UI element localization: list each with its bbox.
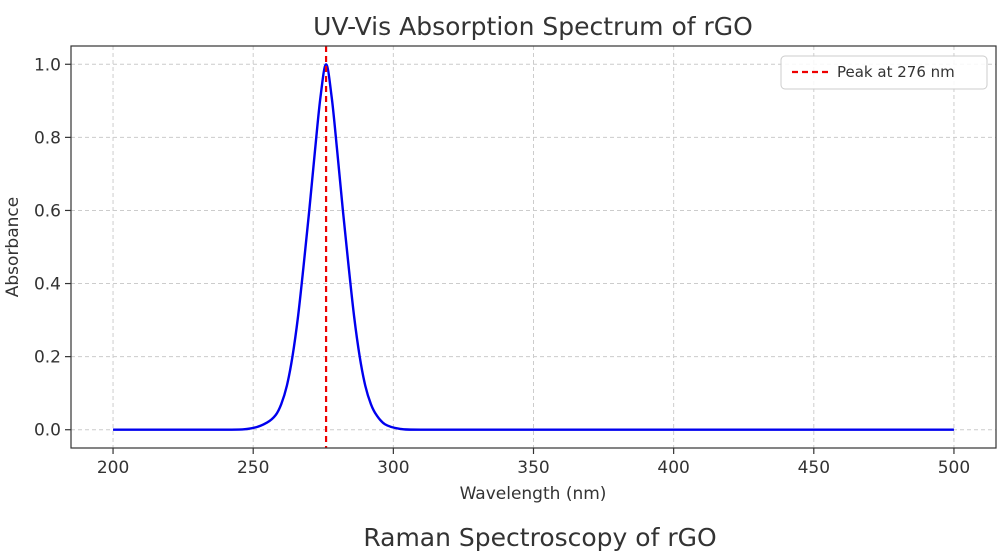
- legend-box: [780, 55, 988, 90]
- y-axis-label: Absorbance: [3, 197, 23, 297]
- y-tick-label: 0.4: [34, 275, 61, 295]
- y-tick-label: 1.0: [34, 55, 61, 75]
- absorbance-line: [113, 63, 954, 431]
- x-tick-label: 350: [517, 458, 549, 478]
- legend: Peak at 276 nm: [780, 55, 988, 90]
- x-tick-label: 250: [237, 458, 269, 478]
- y-tick-label: 0.6: [34, 201, 61, 221]
- y-tick-label: 0.2: [34, 348, 61, 368]
- legend-entry-peak: Peak at 276 nm: [837, 63, 955, 81]
- x-tick-label: 500: [938, 458, 970, 478]
- x-tick-label: 450: [798, 458, 830, 478]
- plot-frame: [70, 45, 997, 449]
- grid: [71, 46, 996, 448]
- x-tick-label: 200: [97, 458, 129, 478]
- chart-title: UV-Vis Absorption Spectrum of rGO: [313, 12, 753, 41]
- x-tick-label: 300: [377, 458, 409, 478]
- y-tick-label: 0.8: [34, 128, 61, 148]
- x-axis-label: Wavelength (nm): [460, 484, 607, 504]
- second-chart-title: Raman Spectroscopy of rGO: [363, 523, 716, 552]
- x-tick-label: 400: [657, 458, 689, 478]
- axis-ticks: 200 250 300 350 400 450 500 0.0 0.2 0.4 0.6 0.8 1.0: [34, 55, 970, 478]
- y-tick-label: 0.0: [34, 421, 61, 441]
- series-layer: [113, 63, 954, 431]
